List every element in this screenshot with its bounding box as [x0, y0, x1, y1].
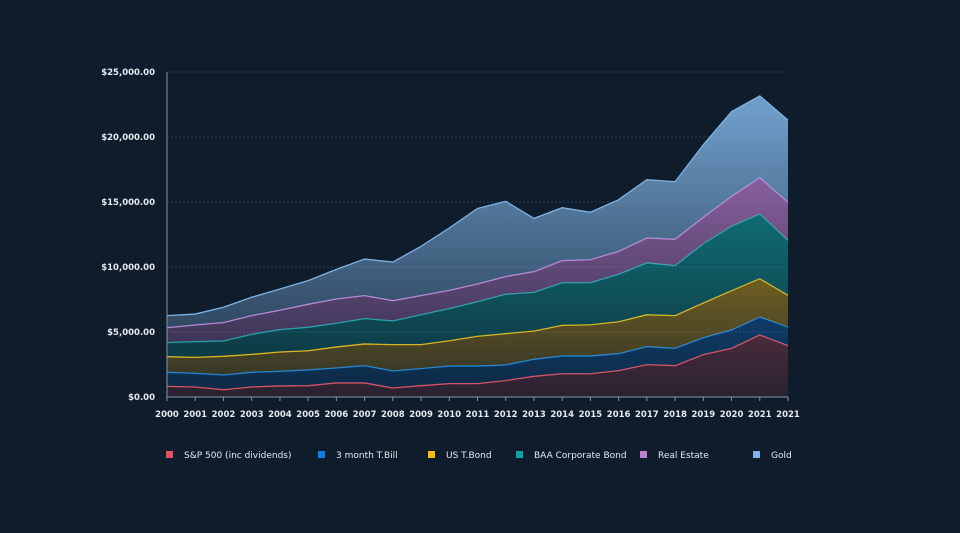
x-tick-labels: 2000 2001 2002 2003 2004 2005 2006 2007 2008 2009…: [155, 397, 800, 420]
y-tick-label: $5,000.00: [107, 328, 155, 338]
legend-label: US T.Bond: [446, 451, 492, 461]
y-tick-label: $15,000.00: [101, 198, 155, 208]
legend-item[interactable]: Gold: [753, 451, 792, 461]
x-tick-label: 2021: [748, 410, 772, 420]
legend: S&P 500 (inc dividends) 3 month T.Bill US …: [166, 451, 792, 461]
legend-label: 3 month T.Bill: [336, 451, 398, 461]
legend-swatch: [318, 451, 325, 458]
legend-swatch: [166, 451, 173, 458]
x-tick-label: 2009: [409, 410, 433, 420]
y-tick-label: $0.00: [128, 393, 155, 403]
legend-item[interactable]: 3 month T.Bill: [318, 451, 398, 461]
legend-label: Gold: [771, 451, 792, 461]
y-tick-label: $25,000.00: [101, 68, 155, 78]
x-tick-label: 2008: [381, 410, 405, 420]
y-tick-label: $10,000.00: [101, 263, 155, 273]
x-tick-label: 2015: [579, 410, 603, 420]
x-tick-label: 2003: [240, 410, 264, 420]
legend-swatch: [753, 451, 760, 458]
x-tick-label: 2016: [607, 410, 631, 420]
x-tick-label: 2018: [663, 410, 687, 420]
y-tick-label: $20,000.00: [101, 133, 155, 143]
line-gold: [166, 95, 789, 317]
legend-swatch: [640, 451, 647, 458]
x-tick-label: 2004: [268, 410, 292, 420]
area-3-month-t-bill: [167, 317, 788, 390]
x-tick-label: 2005: [296, 410, 320, 420]
x-tick-label: 2006: [325, 410, 349, 420]
x-tick-label: 2014: [550, 410, 574, 420]
series-areas: [166, 95, 789, 397]
x-tick-label: 2013: [522, 410, 546, 420]
area-baa-corporate-bond: [167, 213, 788, 358]
x-tick-label: 2012: [494, 410, 518, 420]
x-tick-label: 2010: [437, 410, 461, 420]
legend-label: S&P 500 (inc dividends): [184, 451, 292, 461]
x-tick-label: 2007: [353, 410, 377, 420]
area-us-t-bond: [167, 278, 788, 376]
legend-label: BAA Corporate Bond: [534, 451, 627, 461]
legend-swatch: [516, 451, 523, 458]
x-tick-label: 2017: [635, 410, 659, 420]
x-tick-label: 2020: [720, 410, 744, 420]
legend-item[interactable]: S&P 500 (inc dividends): [166, 451, 292, 461]
area-gold: [167, 95, 788, 328]
x-tick-label: 2002: [212, 410, 236, 420]
area-real-estate: [167, 177, 788, 343]
legend-swatch: [428, 451, 435, 458]
x-tick-label: 2011: [466, 410, 490, 420]
x-tick-label: 2019: [691, 410, 715, 420]
legend-item[interactable]: BAA Corporate Bond: [516, 451, 627, 461]
y-tick-labels: $0.00 $5,000.00 $10,000.00 $15,000.00 $20,00…: [101, 68, 155, 403]
legend-item[interactable]: Real Estate: [640, 451, 709, 461]
x-tick-label: 2021: [776, 410, 800, 420]
x-tick-label: 2000: [155, 410, 179, 420]
x-tick-label: 2001: [183, 410, 207, 420]
area-s-p-500-inc-dividends: [167, 334, 788, 397]
legend-label: Real Estate: [658, 451, 709, 461]
legend-item[interactable]: US T.Bond: [428, 451, 492, 461]
